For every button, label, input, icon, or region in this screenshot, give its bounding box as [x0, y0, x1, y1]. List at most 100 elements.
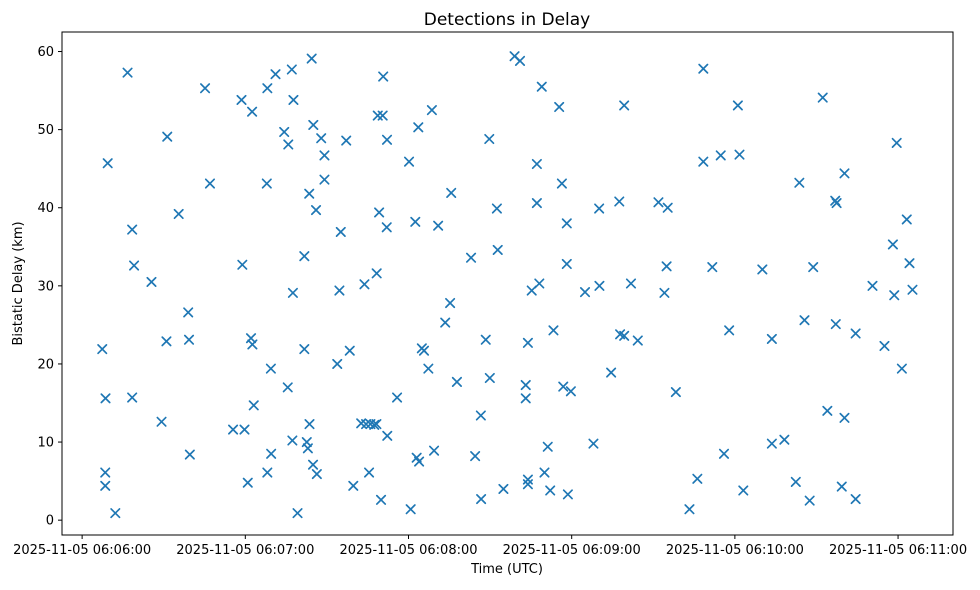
data-point-x-marker [817, 92, 828, 103]
data-point-x-marker [173, 208, 184, 220]
data-point-x-marker [804, 495, 815, 506]
data-point-x-marker [375, 494, 387, 505]
data-point-x-marker [410, 216, 421, 227]
data-point-x-marker [836, 481, 847, 492]
data-point-x-marker [283, 139, 294, 150]
data-point-x-marker [822, 405, 833, 416]
data-point-x-marker [364, 467, 375, 478]
data-point-x-marker [724, 325, 735, 336]
x-tick-label: 2025-11-05 06:09:00 [503, 543, 641, 558]
x-tick-label: 2025-11-05 06:06:00 [13, 543, 151, 558]
data-point-x-marker [405, 504, 416, 515]
data-point-x-marker [359, 279, 370, 290]
data-point-x-marker [757, 264, 768, 275]
data-point-x-marker [707, 262, 718, 273]
data-point-x-marker [236, 94, 247, 106]
data-point-x-marker [266, 448, 277, 459]
data-point-x-marker [734, 149, 745, 160]
x-axis-ticks: 2025-11-05 06:06:00 2025-11-05 06:07:00 20… [13, 535, 967, 558]
y-tick-label: 50 [37, 123, 54, 138]
data-point-x-marker [100, 467, 111, 478]
data-point-x-marker [288, 94, 299, 106]
data-point-x-marker [110, 508, 121, 519]
data-point-x-marker [619, 330, 630, 341]
data-point-x-marker [554, 101, 565, 113]
data-point-x-marker [122, 67, 133, 78]
data-point-x-marker [287, 435, 298, 446]
data-point-x-marker [594, 280, 605, 291]
data-point-x-marker [304, 419, 315, 430]
data-point-x-marker [308, 119, 319, 130]
data-point-x-marker [262, 83, 273, 94]
data-point-x-marker [545, 485, 556, 496]
data-point-x-marker [299, 344, 310, 355]
data-point-x-marker [558, 381, 569, 392]
data-point-x-marker [392, 392, 403, 403]
data-point-x-marker [718, 448, 730, 459]
data-point-x-marker [794, 177, 805, 188]
data-point-x-marker [381, 222, 392, 233]
data-point-x-marker [561, 258, 572, 270]
data-point-x-marker [480, 334, 491, 345]
data-point-x-marker [307, 459, 319, 470]
data-point-x-marker [556, 178, 567, 189]
chart-title: Detections in Delay [424, 10, 591, 30]
data-point-x-marker [127, 392, 138, 403]
x-tick-label: 2025-11-05 06:07:00 [176, 543, 314, 558]
y-tick-label: 0 [46, 514, 54, 529]
data-point-x-marker [279, 126, 290, 138]
data-point-x-marker [492, 244, 503, 255]
y-axis-label: Bistatic Delay (km) [11, 221, 26, 345]
data-point-x-marker [662, 202, 673, 213]
data-point-x-marker [606, 367, 617, 378]
data-point-x-marker [531, 158, 542, 170]
data-point-x-marker [830, 319, 841, 330]
data-point-x-marker [534, 278, 545, 289]
data-point-x-marker [520, 393, 531, 404]
data-point-x-marker [779, 434, 790, 445]
data-point-x-marker [319, 150, 330, 161]
y-tick-label: 30 [37, 279, 54, 294]
data-point-x-marker [100, 393, 111, 404]
data-point-x-marker [491, 203, 502, 214]
data-point-x-marker [403, 156, 415, 167]
data-point-x-marker [418, 345, 430, 356]
data-point-x-marker [522, 479, 533, 490]
data-point-x-marker [242, 477, 253, 488]
data-point-x-marker [102, 158, 113, 169]
data-point-x-marker [839, 412, 850, 423]
data-point-x-marker [561, 218, 572, 229]
data-point-x-marker [850, 494, 861, 505]
data-point-x-marker [306, 53, 317, 64]
plot-frame [61, 31, 954, 536]
data-point-x-marker [808, 262, 819, 273]
data-point-x-marker [282, 382, 293, 393]
data-point-x-marker [239, 424, 250, 435]
data-point-x-marker [184, 449, 195, 460]
data-point-x-marker [311, 469, 322, 480]
data-point-x-marker [614, 196, 625, 207]
data-point-x-marker [653, 197, 664, 208]
data-point-x-marker [889, 290, 900, 301]
data-point-x-marker [183, 307, 194, 318]
data-point-x-marker [316, 133, 327, 144]
data-point-x-marker [377, 110, 388, 121]
data-point-x-marker [514, 55, 526, 66]
data-point-x-marker [302, 443, 313, 454]
data-point-x-marker [625, 278, 637, 289]
data-point-x-marker [451, 376, 462, 387]
data-point-x-marker [891, 137, 902, 148]
data-point-x-marker [475, 410, 486, 421]
data-point-x-marker [470, 451, 481, 462]
data-point-x-marker [522, 337, 533, 348]
data-point-x-marker [684, 504, 695, 515]
data-point-x-marker [247, 106, 258, 117]
data-point-x-marker [433, 220, 444, 231]
x-tick-label: 2025-11-05 06:08:00 [339, 543, 477, 558]
data-point-x-marker [270, 69, 281, 80]
data-point-x-marker [850, 328, 861, 339]
data-point-x-marker [698, 63, 709, 74]
data-point-x-marker [371, 268, 382, 279]
y-axis-ticks: 0 10 20 30 40 50 60 [37, 45, 62, 529]
data-point-x-marker [292, 508, 303, 519]
